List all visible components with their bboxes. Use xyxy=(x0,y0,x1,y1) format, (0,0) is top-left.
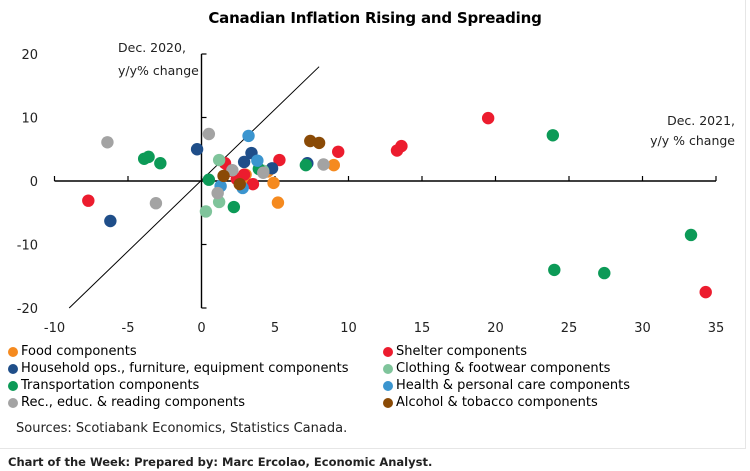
point-rec-educ-reading-components xyxy=(317,158,330,171)
legend-item-alcohol: Alcohol & tobacco components xyxy=(383,395,598,410)
legend-label: Clothing & footwear components xyxy=(396,361,611,376)
x-tick-label: 15 xyxy=(414,321,431,336)
legend-dot-icon xyxy=(8,346,18,357)
y-tick-label: 0 xyxy=(30,175,38,190)
point-shelter-components xyxy=(699,285,712,299)
y-axis-annotation-line1: Dec. 2020, xyxy=(118,40,186,55)
point-clothing-footwear-components xyxy=(199,205,213,218)
point-transportation-components xyxy=(202,173,216,186)
legend-label: Health & personal care components xyxy=(396,378,630,393)
x-tick-label: 10 xyxy=(340,321,357,336)
points-group xyxy=(82,111,712,299)
x-tick-label: 20 xyxy=(487,321,504,336)
point-transportation-components xyxy=(142,150,155,164)
x-tick-label: 5 xyxy=(271,321,279,336)
legend-label: Food components xyxy=(21,344,137,359)
legend-label: Transportation components xyxy=(21,378,200,393)
annotations: Dec. 2020, y/y% change Dec. 2021, y/y % … xyxy=(118,40,735,148)
point-transportation-components xyxy=(546,129,560,142)
legend-dot-icon xyxy=(8,397,18,408)
legend-label: Shelter components xyxy=(396,344,527,359)
reference-line xyxy=(68,66,320,309)
point-shelter-components xyxy=(273,153,286,167)
point-shelter-components xyxy=(246,177,260,191)
point-clothing-footwear-components xyxy=(212,153,226,167)
point-rec-educ-reading-components xyxy=(226,164,239,177)
legend-label: Household ops., furniture, equipment com… xyxy=(21,361,349,376)
chart-title: Canadian Inflation Rising and Spreading xyxy=(208,9,542,27)
legend-label: Rec., educ. & reading components xyxy=(21,395,245,410)
point-shelter-components xyxy=(237,168,251,181)
legend-item-clothing: Clothing & footwear components xyxy=(383,361,610,376)
chart-frame xyxy=(0,0,746,449)
legend-item-transportation: Transportation components xyxy=(8,378,199,393)
x-tick-label: 30 xyxy=(634,321,651,336)
point-transportation-components xyxy=(227,200,241,214)
point-household-ops-furniture-equipment-components xyxy=(190,143,204,156)
x-tick-label: 35 xyxy=(708,321,725,336)
point-transportation-components xyxy=(548,263,561,277)
point-transportation-components xyxy=(154,157,167,170)
y-axis-annotation-line2: y/y% change xyxy=(118,63,199,78)
point-rec-educ-reading-components xyxy=(101,136,114,149)
legend-dot-icon xyxy=(8,380,18,391)
legend-dot-icon xyxy=(383,346,393,357)
point-shelter-components xyxy=(395,139,408,153)
legend-label: Alcohol & tobacco components xyxy=(396,395,598,410)
point-shelter-components xyxy=(481,111,495,125)
point-shelter-components xyxy=(332,145,345,158)
footer-credit: Chart of the Week: Prepared by: Marc Erc… xyxy=(8,455,433,469)
legend-dot-icon xyxy=(383,380,393,391)
point-food-components xyxy=(267,176,280,190)
point-health-personal-care-components xyxy=(251,154,264,167)
y-tick-label: 10 xyxy=(21,112,38,127)
y-tick-label: 20 xyxy=(21,48,38,63)
reference-line-group xyxy=(68,66,320,309)
point-rec-educ-reading-components xyxy=(149,197,163,210)
point-transportation-components xyxy=(299,158,313,172)
legend-dot-icon xyxy=(383,397,393,408)
point-alcohol-tobacco-components xyxy=(217,169,230,183)
point-transportation-components xyxy=(598,266,611,280)
point-rec-educ-reading-components xyxy=(202,127,216,141)
point-food-components xyxy=(271,196,285,209)
point-alcohol-tobacco-components xyxy=(312,136,326,150)
point-household-ops-furniture-equipment-components xyxy=(237,155,251,169)
x-tick-label: -10 xyxy=(44,321,65,336)
x-axis-annotation-line2: y/y % change xyxy=(650,133,735,148)
source-note: Sources: Scotiabank Economics, Statistic… xyxy=(16,421,348,436)
scatter-plot: -10 -5 0 5 10 15 20 25 30 35 -20 -10 0 10 20 Dec. 2020… xyxy=(17,40,736,336)
x-axis-annotation-line1: Dec. 2021, xyxy=(667,113,735,128)
point-shelter-components xyxy=(82,194,95,207)
point-household-ops-furniture-equipment-components xyxy=(104,214,117,228)
x-tick-label: 25 xyxy=(561,321,578,336)
x-tick-label: 0 xyxy=(197,321,205,336)
legend-item-recreation: Rec., educ. & reading components xyxy=(8,395,245,410)
y-tick-label: -10 xyxy=(17,239,38,254)
x-tick-label: -5 xyxy=(122,321,135,336)
point-food-components xyxy=(327,158,340,172)
point-transportation-components xyxy=(684,228,698,242)
point-rec-educ-reading-components xyxy=(211,186,224,200)
point-alcohol-tobacco-components xyxy=(233,177,246,191)
y-tick-label: -20 xyxy=(17,302,38,317)
legend-dot-icon xyxy=(8,363,18,374)
legend-item-household: Household ops., furniture, equipment com… xyxy=(8,361,349,376)
point-health-personal-care-components xyxy=(242,129,255,143)
legend-item-health: Health & personal care components xyxy=(383,378,630,393)
legend-item-shelter: Shelter components xyxy=(383,344,527,359)
point-rec-educ-reading-components xyxy=(257,166,270,179)
axes: -10 -5 0 5 10 15 20 25 30 35 -20 -10 0 10 20 xyxy=(17,48,725,336)
legend-item-food: Food components xyxy=(8,344,137,359)
legend-dot-icon xyxy=(383,363,393,374)
